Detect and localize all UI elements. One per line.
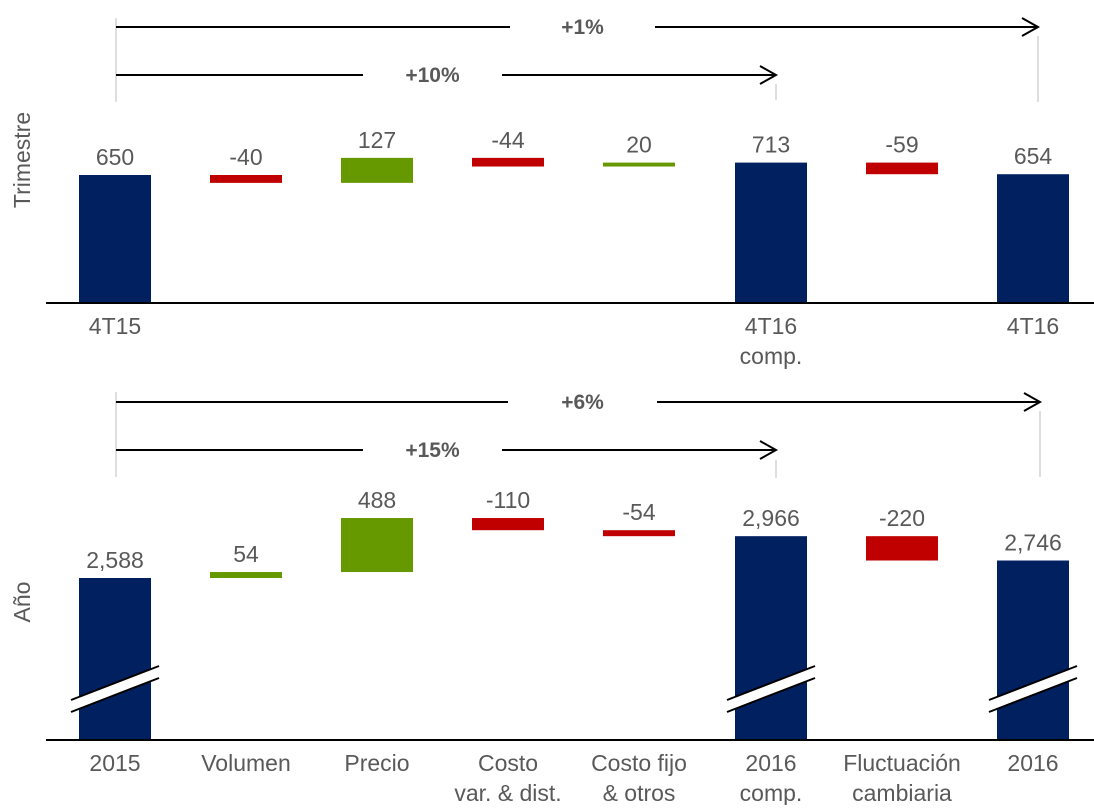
axis-break-line xyxy=(988,665,1078,701)
increase-bar xyxy=(210,572,282,578)
value-label: 650 xyxy=(96,144,134,170)
category-label: cambiaria xyxy=(852,780,952,805)
category-label: 2016 xyxy=(745,750,796,776)
value-label: -110 xyxy=(486,487,530,513)
comparison-arrow-head xyxy=(1021,17,1041,37)
decrease-bar xyxy=(210,175,282,183)
total-bar xyxy=(997,560,1069,740)
axis-break-gap xyxy=(71,666,159,712)
value-label: -59 xyxy=(885,132,918,158)
value-label: 2,588 xyxy=(86,547,144,573)
value-label: 54 xyxy=(233,541,259,567)
axis-break-gap xyxy=(989,666,1077,712)
category-label: & otros xyxy=(603,780,676,805)
comparison-label: +15% xyxy=(405,439,460,462)
decrease-bar xyxy=(472,518,544,531)
total-bar xyxy=(79,578,151,740)
comparison-label: +1% xyxy=(561,16,604,39)
category-label: Fluctuación xyxy=(843,750,961,776)
category-label: 2016 xyxy=(1007,750,1058,776)
decrease-bar xyxy=(472,157,544,167)
category-label: Costo fijo xyxy=(591,750,687,776)
total-bar xyxy=(735,536,807,740)
category-label: 2015 xyxy=(89,750,140,776)
decrease-bar xyxy=(866,536,938,561)
value-label: 2,746 xyxy=(1004,530,1062,556)
comparison-label: +6% xyxy=(561,391,604,414)
total-bar xyxy=(79,175,151,303)
value-label: -40 xyxy=(229,144,262,170)
category-label: 4T16 xyxy=(745,313,797,339)
increase-bar xyxy=(341,157,413,183)
decrease-bar xyxy=(603,530,675,537)
axis-break-line xyxy=(726,677,816,713)
category-label: 4T16 xyxy=(1007,313,1059,339)
increase-bar xyxy=(341,518,413,573)
value-label: 2,966 xyxy=(742,505,800,531)
value-label: 713 xyxy=(752,132,790,158)
value-label: 654 xyxy=(1014,143,1053,169)
total-bar xyxy=(997,174,1069,303)
category-label: Precio xyxy=(344,750,409,776)
value-label: -54 xyxy=(622,499,655,525)
axis-break-line xyxy=(726,665,816,701)
value-label: -44 xyxy=(491,127,524,153)
category-label: comp. xyxy=(740,343,803,369)
comparison-arrow-head xyxy=(759,440,779,460)
category-label: var. & dist. xyxy=(454,780,561,805)
category-label: Costo xyxy=(478,750,538,776)
value-label: -220 xyxy=(879,505,925,531)
decrease-bar xyxy=(866,162,938,175)
total-bar xyxy=(735,162,807,303)
increase-bar xyxy=(603,162,675,167)
axis-break-line xyxy=(70,665,160,701)
axis-break-gap xyxy=(727,666,815,712)
axis-break-line xyxy=(70,677,160,713)
row-label: Trimestre xyxy=(9,112,35,208)
value-label: 20 xyxy=(626,132,652,158)
comparison-label: +10% xyxy=(405,64,460,87)
axis-break-line xyxy=(988,677,1078,713)
category-label: Volumen xyxy=(201,750,291,776)
comparison-arrow-head xyxy=(759,65,779,85)
category-label: 4T15 xyxy=(89,313,141,339)
category-label: comp. xyxy=(740,780,803,805)
value-label: 488 xyxy=(358,487,396,513)
value-label: 127 xyxy=(358,127,396,153)
row-label: Año xyxy=(9,582,35,623)
comparison-arrow-head xyxy=(1023,392,1043,412)
